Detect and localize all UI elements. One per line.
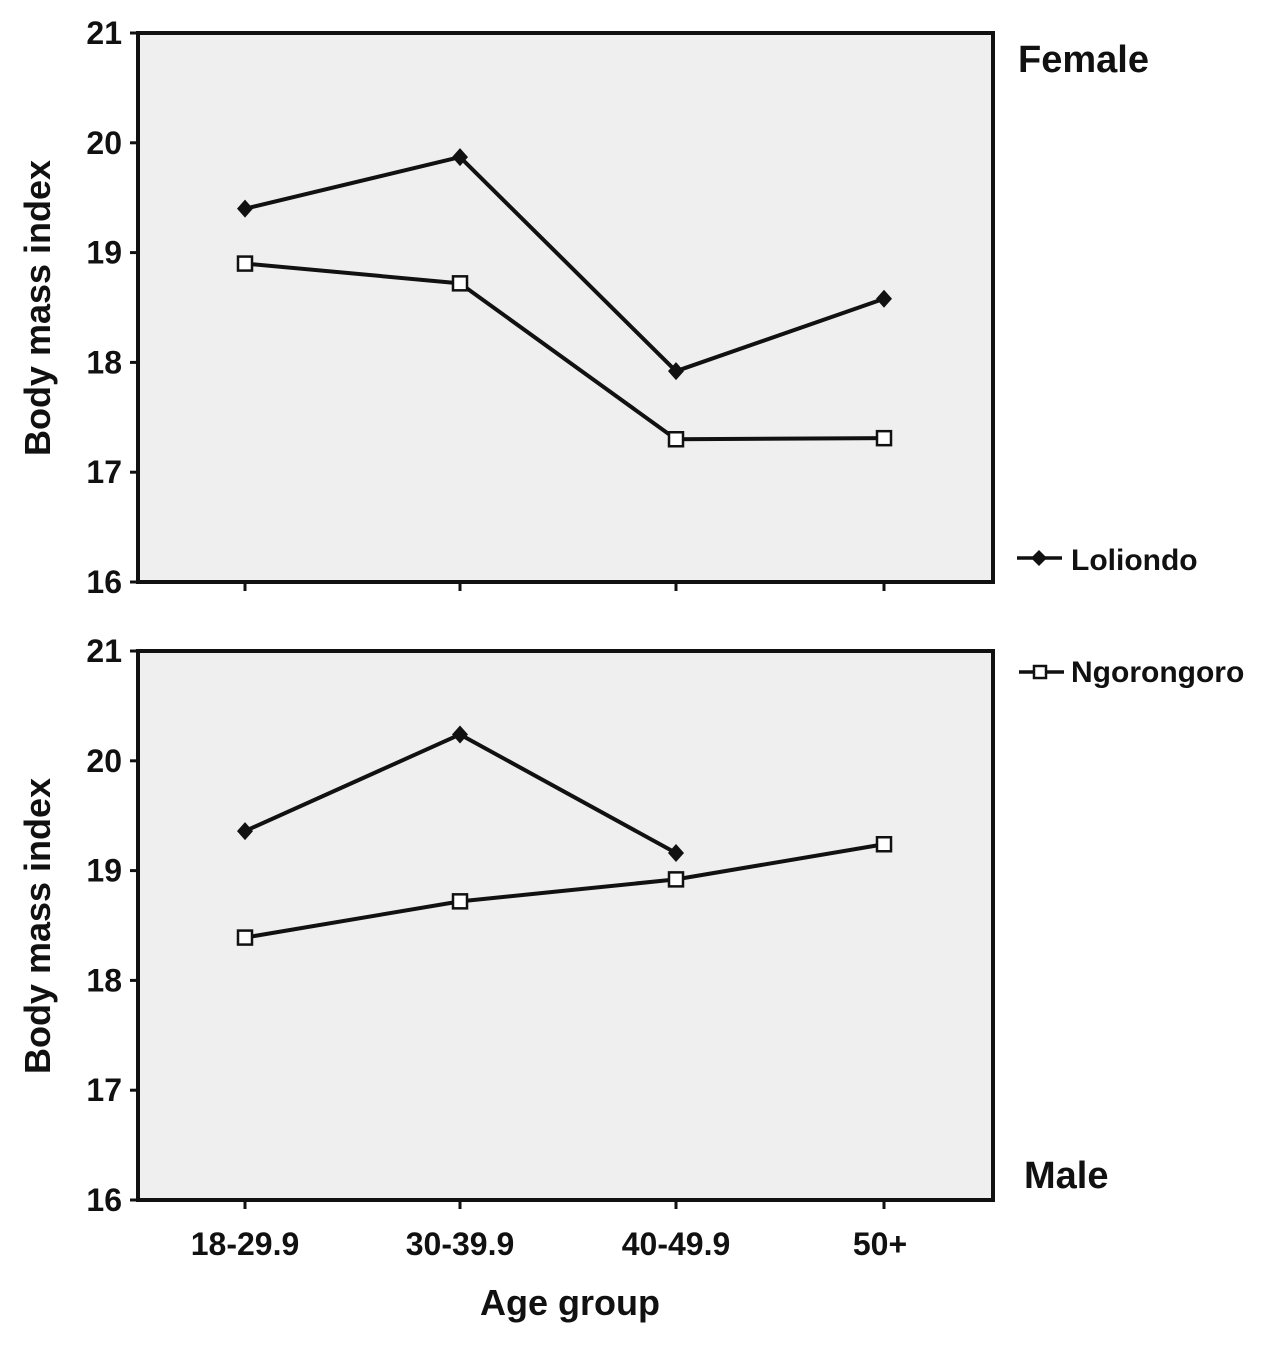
male-panel-title: Male bbox=[1024, 1155, 1108, 1197]
legend-label-loliondo: Loliondo bbox=[1071, 544, 1198, 577]
y-tick-label: 19 bbox=[86, 235, 122, 271]
filled-diamond-marker-icon bbox=[1031, 550, 1047, 566]
data-point bbox=[237, 199, 253, 218]
data-point bbox=[451, 275, 469, 292]
male-panel: Body mass index Male 16 17 18 19 20 21 bbox=[17, 633, 1108, 1218]
male-y-axis-title: Body mass index bbox=[17, 778, 58, 1074]
data-point bbox=[237, 822, 253, 841]
data-point bbox=[667, 871, 685, 888]
data-point bbox=[876, 289, 892, 308]
y-tick-label: 21 bbox=[86, 15, 122, 51]
data-point bbox=[875, 429, 893, 447]
x-axis-tick-labels: 18-29.9 30-39.9 40-49.9 50+ bbox=[191, 1226, 907, 1262]
ngorongoro-line bbox=[244, 261, 885, 442]
y-tick-label: 20 bbox=[86, 743, 122, 779]
ngorongoro-line bbox=[244, 842, 885, 940]
y-tick-label: 18 bbox=[86, 344, 122, 380]
y-tick-label: 21 bbox=[86, 633, 122, 669]
data-point bbox=[668, 362, 684, 381]
data-point bbox=[236, 255, 254, 272]
data-point bbox=[451, 893, 469, 910]
legend-item-ngorongoro: Ngorongoro bbox=[1019, 656, 1244, 689]
data-point bbox=[452, 725, 468, 744]
y-tick-label: 20 bbox=[86, 125, 122, 161]
female-panel: Body mass index Female 16 17 18 19 20 21 bbox=[17, 15, 1149, 600]
x-tick-label: 18-29.9 bbox=[191, 1226, 300, 1262]
data-point bbox=[667, 431, 685, 448]
y-tick-label: 17 bbox=[86, 454, 122, 490]
x-tick-label: 40-49.9 bbox=[622, 1226, 731, 1262]
x-axis-title: Age group bbox=[480, 1282, 660, 1323]
loliondo-line bbox=[244, 155, 885, 374]
open-square-marker-icon bbox=[1032, 664, 1048, 680]
y-tick-label: 17 bbox=[86, 1072, 122, 1108]
y-tick-label: 16 bbox=[86, 564, 122, 600]
data-point bbox=[668, 844, 684, 863]
legend-item-loliondo: Loliondo bbox=[1017, 544, 1198, 577]
legend: Loliondo Ngorongoro bbox=[1017, 544, 1244, 689]
data-point bbox=[236, 929, 254, 946]
x-tick-label: 50+ bbox=[853, 1226, 907, 1262]
female-plot-area bbox=[136, 31, 995, 584]
data-point bbox=[875, 835, 893, 853]
y-tick-label: 18 bbox=[86, 962, 122, 998]
male-plot-area bbox=[136, 649, 995, 1202]
legend-label-ngorongoro: Ngorongoro bbox=[1071, 656, 1244, 689]
data-point bbox=[452, 148, 468, 167]
y-tick-label: 19 bbox=[86, 853, 122, 889]
x-tick-label: 30-39.9 bbox=[406, 1226, 515, 1262]
y-tick-label: 16 bbox=[86, 1182, 122, 1218]
female-panel-title: Female bbox=[1018, 39, 1149, 81]
female-y-axis-title: Body mass index bbox=[17, 160, 58, 456]
